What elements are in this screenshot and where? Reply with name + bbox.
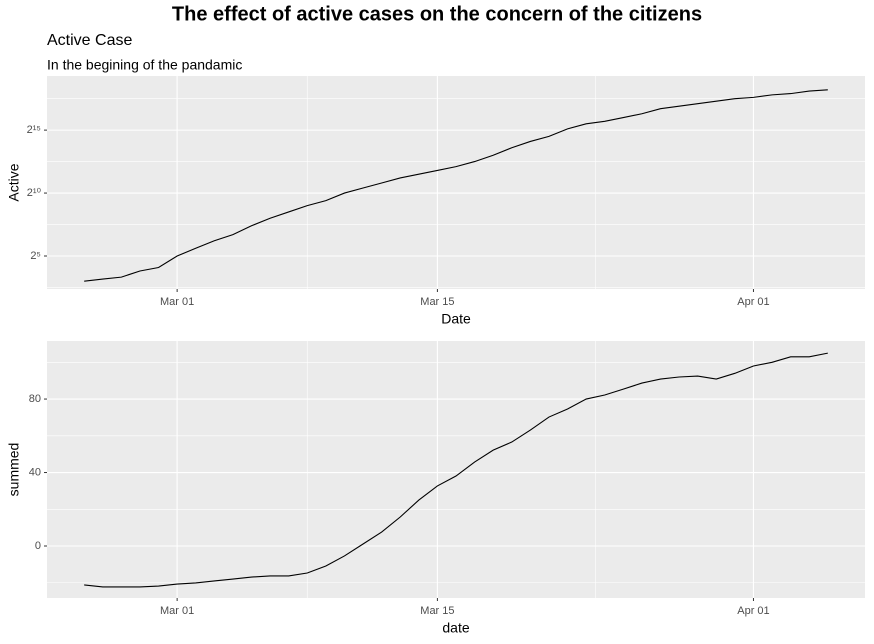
- x-axis-title: Date: [441, 311, 471, 327]
- x-axis-title: date: [442, 620, 469, 636]
- y-tick-label: 80: [29, 393, 41, 405]
- y-tick-label: 0: [35, 540, 41, 552]
- y-tick-label: 40: [29, 466, 41, 478]
- y-tick-label: 2⁵: [30, 250, 41, 262]
- x-tick-label: Apr 01: [737, 605, 769, 617]
- figure-title: The effect of active cases on the concer…: [172, 3, 702, 25]
- y-tick-label: 2¹⁵: [27, 124, 41, 136]
- x-tick-label: Apr 01: [737, 296, 769, 308]
- chart-title: Active Case: [47, 32, 132, 49]
- x-tick-label: Mar 01: [160, 296, 194, 308]
- y-tick-label: 2¹⁰: [27, 187, 42, 199]
- data-line: [84, 89, 828, 282]
- x-tick-label: Mar 15: [420, 296, 454, 308]
- y-axis-title: Active: [6, 163, 22, 201]
- chart-subtitle: In the begining of the pandamic: [47, 57, 242, 73]
- data-line: [84, 352, 828, 588]
- x-tick-label: Mar 15: [420, 605, 454, 617]
- plot-panel: [47, 76, 865, 289]
- y-axis-title: summed: [6, 443, 22, 497]
- x-tick-label: Mar 01: [160, 605, 194, 617]
- plot-panel: [47, 341, 865, 598]
